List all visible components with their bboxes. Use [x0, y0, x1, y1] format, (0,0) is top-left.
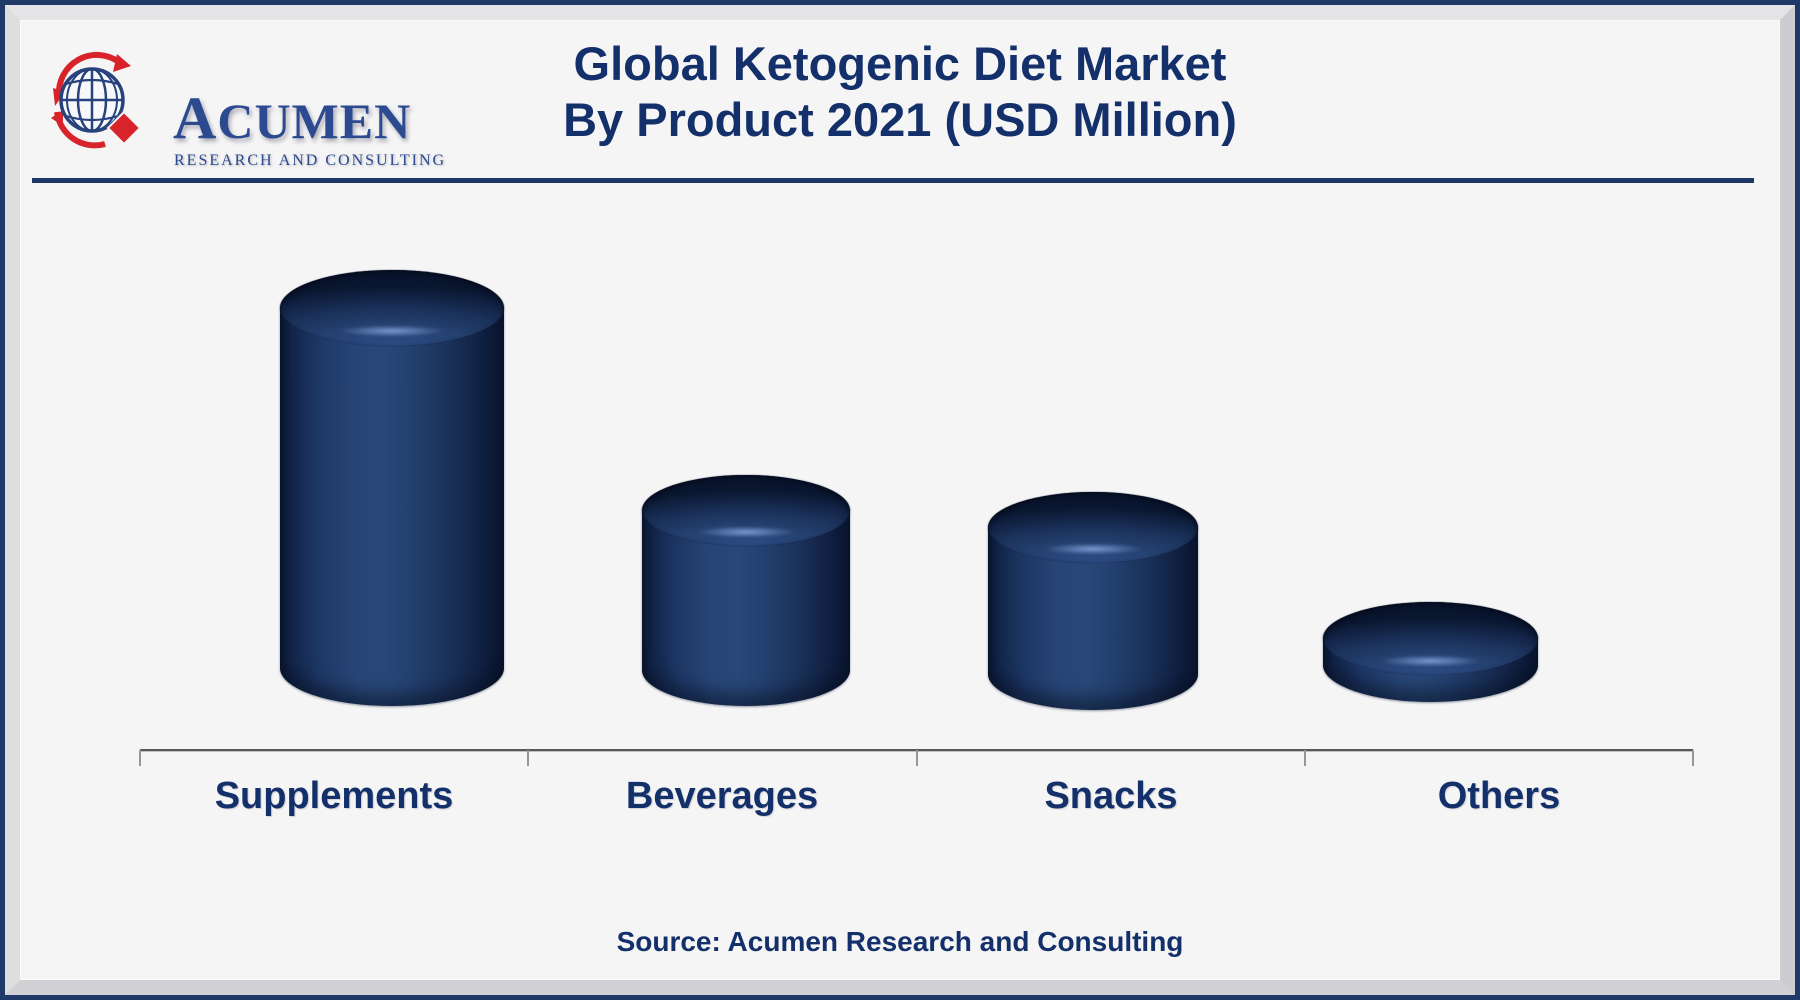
cylinder-highlight [1042, 543, 1144, 555]
category-label-beverages: Beverages [625, 775, 819, 817]
axis-tick [1692, 750, 1694, 766]
cylinder-highlight [338, 325, 446, 337]
axis-tick [139, 750, 141, 766]
title-divider [32, 178, 1754, 183]
category-label-others: Others [1437, 775, 1561, 817]
cylinder-highlight [1378, 655, 1483, 667]
bar-cylinder-supplements [280, 270, 504, 706]
cylinder-body [280, 308, 504, 706]
chart-title-line2: By Product 2021 (USD Million) [563, 93, 1237, 146]
logo-initial: A [173, 85, 218, 151]
logo-wordmark: ACUMEN [173, 88, 411, 148]
axis-tick [916, 750, 918, 766]
bar-cylinder-beverages [642, 475, 850, 706]
globe-icon [51, 51, 142, 149]
category-label-supplements: Supplements [214, 775, 454, 817]
bar-cylinder-snacks [988, 492, 1198, 710]
axis-tick [527, 750, 529, 766]
axis-tick [1304, 750, 1306, 766]
chart-title-line1: Global Ketogenic Diet Market [573, 37, 1227, 90]
bar-cylinder-others [1323, 602, 1538, 702]
cylinder-highlight [696, 526, 796, 538]
acumen-logo: ACUMEN RESEARCH AND CONSULTING [45, 42, 444, 169]
category-label-snacks: Snacks [1044, 775, 1178, 817]
logo-tagline: RESEARCH AND CONSULTING [174, 152, 447, 169]
source-note: Source: Acumen Research and Consulting [616, 926, 1184, 957]
chart-title: Global Ketogenic Diet Market By Product … [0, 36, 1800, 148]
logo-rest: CUMEN [217, 93, 412, 149]
